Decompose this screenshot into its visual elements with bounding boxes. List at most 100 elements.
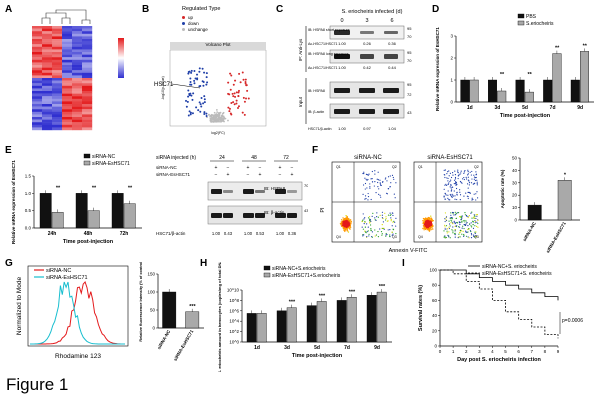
bar [51,212,64,229]
heatmap-cell [52,88,63,92]
heatmap-cell [62,101,73,105]
flow-event [459,231,461,233]
flow-event [468,184,470,186]
flow-event [465,230,467,232]
flow-event [469,171,471,173]
flow-event [374,173,376,175]
x-tick-label: 24h [48,231,57,237]
flow-event [341,222,343,224]
flow-event [361,226,363,228]
heatmap-cell [82,33,93,37]
heatmap-cell [52,96,63,99]
volcano-point [227,119,229,122]
flow-event [446,177,448,179]
volcano-point-up [246,89,249,92]
flow-event [376,212,378,214]
heatmap-cell [72,122,83,125]
flow-event [392,214,394,217]
volcano-point-up [243,113,246,116]
volcano-point [215,109,218,111]
volcano-point-down [185,105,188,108]
flow-event [477,226,479,228]
heatmap-cell [72,72,83,76]
flow-event [363,234,365,236]
flow-event [473,176,476,178]
flow-event [430,228,432,231]
flow-event [473,178,475,180]
flow-event [466,183,469,185]
volcano-plot: HSC71 log2(FC) -log10(p-value) [154,50,267,135]
flow-event [343,220,345,223]
volcano-point [219,118,221,121]
flow-event [475,174,477,176]
heatmap-cell [72,119,83,123]
flow-event [470,237,473,239]
volcano-point-down [188,110,191,113]
flow-event [450,212,452,214]
y-tick-label: 0 [450,100,453,105]
flow-event [394,197,396,199]
heatmap-cell [82,72,93,76]
panel-label-d: D [432,4,440,15]
heatmap-cell [42,65,53,68]
volcano-point-down [198,67,201,70]
flow-event [362,193,364,195]
flow-event [475,214,477,216]
svg-text:+: + [259,172,262,178]
x-tick-label: 7d [344,345,350,351]
heatmap-cell [42,41,53,45]
y-tick-label: 0 [514,218,517,223]
heatmap-cell [42,111,53,115]
svg-text:+: + [247,165,250,171]
y-tick-label: 0.0 [25,226,32,231]
panel-d-chart: 0 1 2 3 1d ** 3d ** 5d ** 7d ** 9d Time post-injectio… [435,13,594,119]
flow-event [459,230,461,232]
heatmap-cell [52,49,63,53]
flow-event [450,195,453,198]
y-axis-label: Relative mRNA expression of EsHSC71 [11,160,16,244]
legend-label: PBS [526,14,537,20]
volcano-point [212,118,214,121]
volcano-point-up [228,107,231,110]
flow-event [471,199,473,201]
flow-event [466,231,468,233]
flow-event [463,234,465,236]
heatmap-cell [72,46,83,50]
volcano-point-up [247,97,250,100]
heatmap-cell [72,26,83,29]
flow-event [463,224,466,226]
flow1-q4: Q4 [336,235,341,239]
flow-event [422,217,425,220]
flow-event [451,218,454,220]
heatmap-cell [62,52,73,55]
flow-event [472,234,475,236]
volcano-point-down [202,84,205,87]
volcano-point-down [189,113,192,116]
heatmap-cell [52,72,63,76]
flow-event [449,225,451,227]
flow-event [381,217,384,219]
flow-event [463,235,465,237]
flow-event [364,220,366,223]
flow-event [432,225,434,228]
flow-event [367,195,370,198]
flow-event [364,188,366,190]
panel-i-chart: 0 20 40 60 80 100 0 1 2 3 4 5 6 7 8 9 siRNA-NC+S. erioch… [418,264,583,363]
y-tick-label: 0 [152,326,155,331]
flow-event [392,176,394,179]
flow-event [459,223,461,226]
heatmap-cell [32,49,43,53]
flow-event [467,173,470,175]
heatmap-cell [82,109,93,112]
flow-event [460,230,462,232]
flow-event [387,214,390,216]
x-tick-label: siRNA-EsHSC71 [545,221,567,254]
flow-event [452,213,454,215]
heatmap-cell [82,122,93,125]
flow-event [467,170,469,173]
flow-event [395,182,397,184]
flow-event [451,196,453,198]
heatmap-cell [62,49,73,53]
heatmap-cell [52,83,63,86]
heatmap-cell [72,83,83,86]
